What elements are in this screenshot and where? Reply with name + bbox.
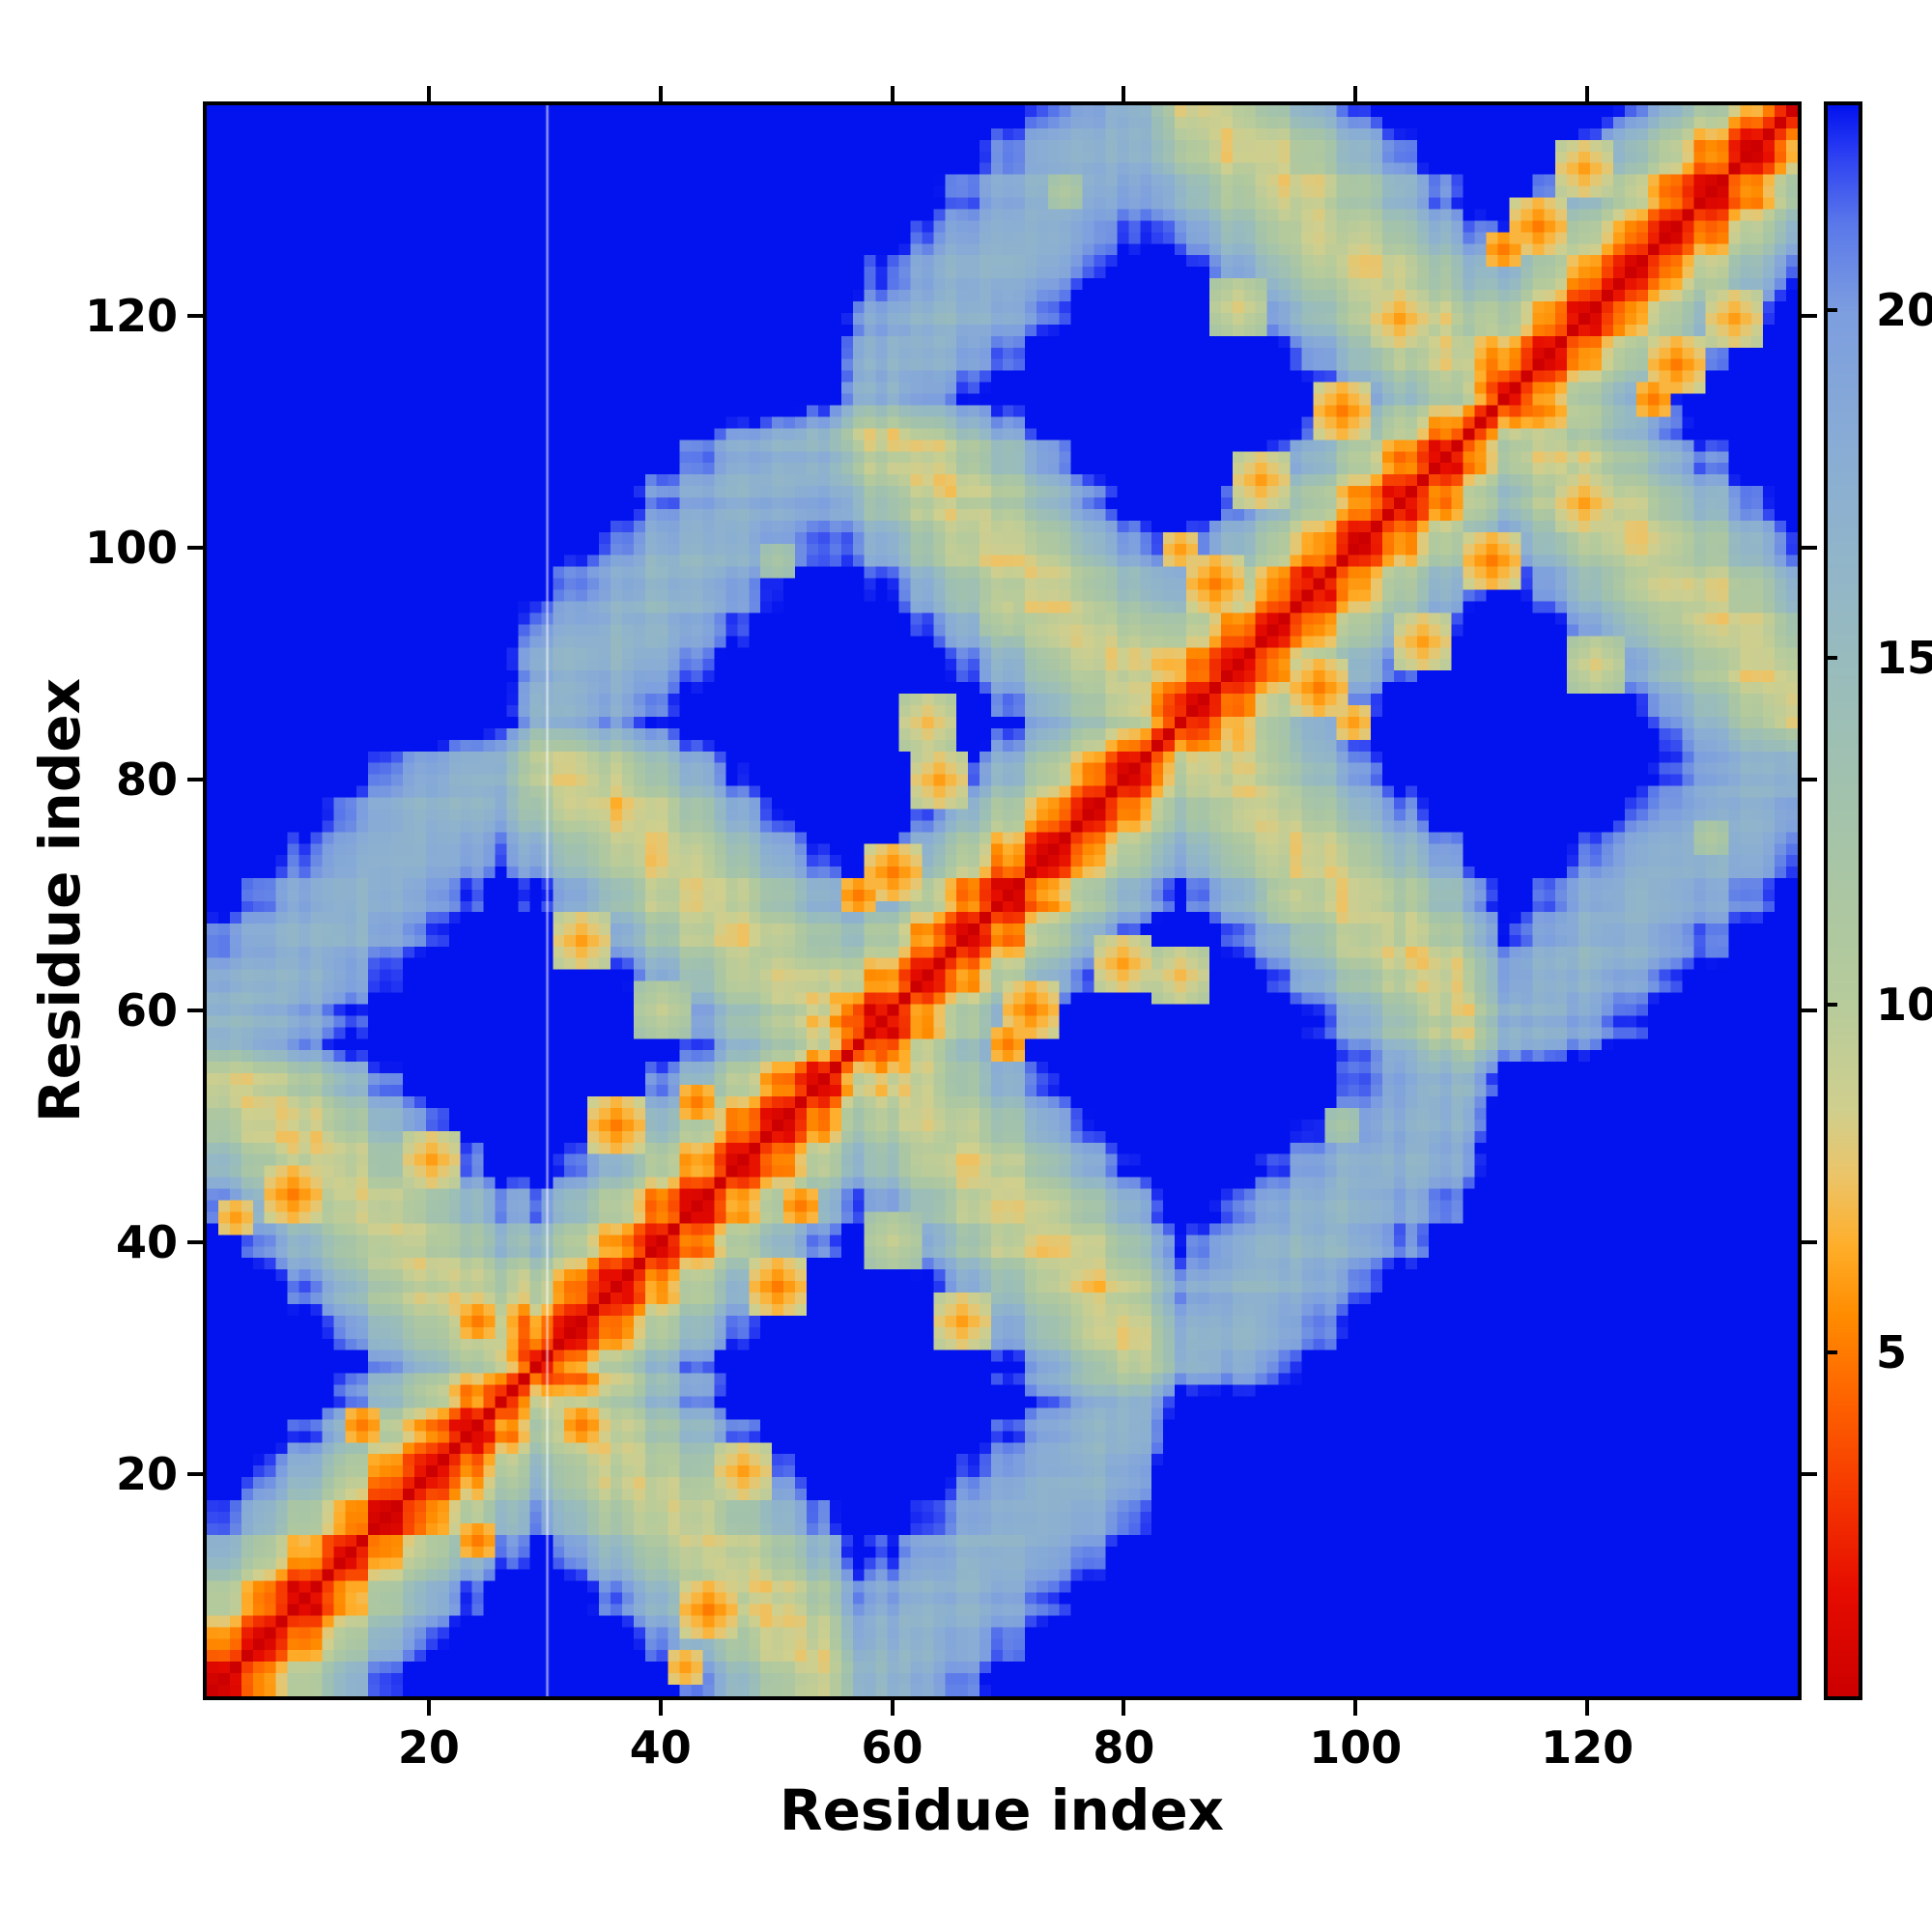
x-tick-label: 60 [861,1721,923,1774]
tick-mark [187,313,203,318]
colorbar [1824,101,1862,1700]
tick-mark [890,86,895,101]
tick-mark [187,777,203,781]
tick-mark [187,1472,203,1477]
tick-mark [426,1700,431,1716]
x-tick-label: 80 [1093,1721,1155,1774]
tick-mark [1802,777,1817,781]
tick-mark [1802,1240,1817,1245]
x-tick-label: 100 [1309,1721,1403,1774]
y-tick-label: 20 [115,1448,178,1501]
tick-mark [1824,1003,1837,1008]
tick-mark [1585,1700,1590,1716]
tick-mark [1802,313,1817,318]
heatmap-plot-area [203,101,1802,1700]
colorbar-canvas [1828,105,1859,1696]
tick-mark [1122,1700,1126,1716]
y-tick-label: 100 [84,521,178,574]
colorbar-tick-label: 20 [1876,283,1932,336]
heatmap-canvas [207,105,1798,1696]
x-tick-label: 40 [629,1721,692,1774]
tick-mark [658,86,663,101]
tick-mark [1824,307,1837,312]
y-tick-label: 40 [115,1216,178,1269]
x-tick-label: 20 [397,1721,460,1774]
tick-mark [1824,655,1837,660]
tick-mark [1353,1700,1358,1716]
tick-mark [1353,86,1358,101]
tick-mark [890,1700,895,1716]
tick-mark [187,545,203,550]
y-tick-label: 80 [115,753,178,806]
y-tick-label: 60 [115,984,178,1037]
tick-mark [658,1700,663,1716]
tick-mark [426,86,431,101]
colorbar-tick-label: 15 [1876,631,1932,684]
tick-mark [1802,545,1817,550]
tick-mark [1585,86,1590,101]
tick-mark [1802,1472,1817,1477]
x-axis-label: Residue index [779,1777,1225,1843]
y-tick-label: 120 [84,289,178,342]
x-tick-label: 120 [1541,1721,1634,1774]
tick-mark [1824,1350,1837,1355]
tick-mark [1122,86,1126,101]
colorbar-tick-label: 10 [1876,979,1932,1032]
tick-mark [187,1240,203,1245]
tick-mark [187,1009,203,1013]
colorbar-tick-label: 5 [1876,1326,1908,1379]
tick-mark [1802,1009,1817,1013]
y-axis-label: Residue index [27,677,93,1123]
